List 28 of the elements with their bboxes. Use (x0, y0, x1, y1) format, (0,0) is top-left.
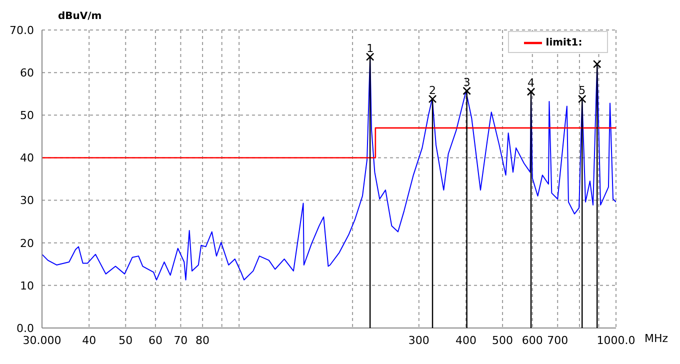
y-tick-label: 70.0 (10, 24, 34, 37)
x-tick-label: 600 (522, 334, 543, 347)
x-tick-label: 400 (456, 334, 477, 347)
annotation: 2 (429, 84, 436, 97)
annotation: 5 (578, 84, 586, 97)
x-axis-title: MHz (644, 332, 668, 345)
x-tick-label: 50 (118, 334, 133, 347)
y-tick-label: 20 (20, 236, 34, 250)
x-tick-label: 70 (174, 334, 188, 347)
x-tick-label: 500 (492, 334, 514, 347)
x-tick-label: 30.000 (22, 334, 62, 347)
y-axis-title: dBuV/m (58, 11, 102, 22)
y-tick-label: 10 (20, 279, 34, 292)
annotation: 3 (463, 76, 470, 89)
x-tick-label: 80 (196, 334, 210, 347)
annotation: 4 (528, 76, 535, 90)
annotation: 1 (366, 42, 374, 55)
y-tick-label: 30 (20, 194, 34, 208)
x-tick-label: 40 (82, 334, 96, 347)
legend-label: limit1: (546, 38, 582, 49)
x-tick-label: 300 (408, 334, 430, 347)
y-tick-label: 60 (20, 66, 34, 80)
y-tick-label: 50 (20, 109, 34, 122)
y-tick-label: 0.0 (16, 322, 34, 335)
x-tick-label: 60 (148, 334, 162, 347)
y-tick-label: 40 (20, 152, 34, 165)
x-tick-label: 700 (547, 334, 568, 347)
x-tick-label: 1000.0 (596, 334, 636, 347)
